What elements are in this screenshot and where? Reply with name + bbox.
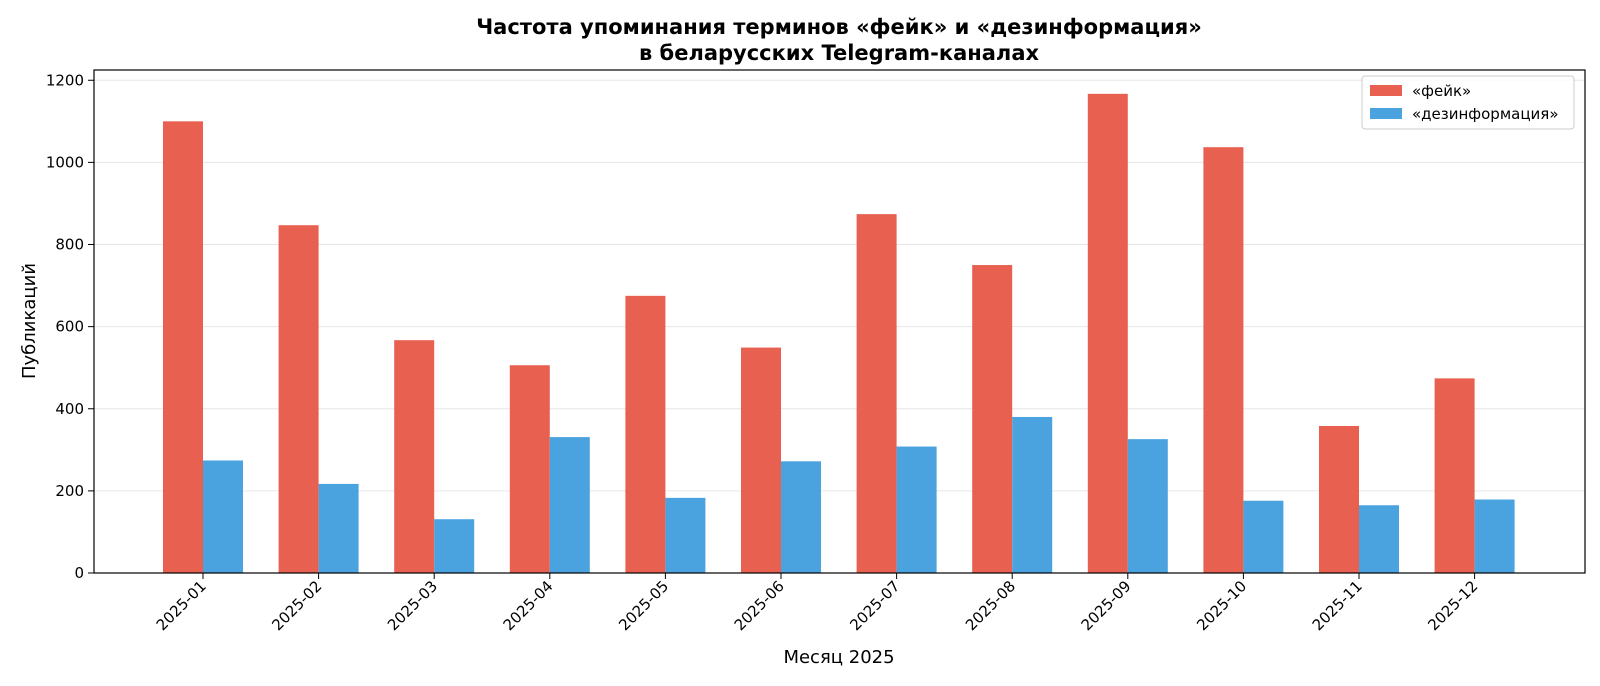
legend-swatch — [1370, 108, 1402, 119]
bar-disinformation — [1359, 505, 1399, 573]
bar-fake — [1087, 93, 1128, 573]
legend: «фейк» «дезинформация» — [1361, 75, 1575, 130]
x-tick-label: 2025-07 — [846, 577, 903, 634]
bar-disinformation — [1127, 439, 1168, 573]
bar-fake — [278, 225, 319, 573]
legend-box — [1361, 75, 1575, 130]
x-tick-label: 2025-06 — [731, 577, 788, 634]
x-tick-label: 2025-09 — [1078, 577, 1135, 634]
legend-label: «дезинформация» — [1412, 105, 1559, 123]
bar-fake — [972, 265, 1013, 573]
bar-fake — [856, 214, 897, 574]
x-tick-label: 2025-05 — [615, 577, 672, 634]
bar-fake — [625, 295, 666, 573]
plot-frame — [93, 69, 1586, 574]
bar-fake — [509, 365, 550, 573]
y-tick-label: 200 — [55, 482, 84, 500]
x-tick-label: 2025-02 — [268, 577, 325, 634]
y-tick-label: 1200 — [46, 71, 84, 89]
bar-fake — [1203, 147, 1244, 573]
chart-title: Частота упоминания терминов «фейк» и «де… — [476, 15, 1202, 39]
bar-disinformation — [549, 437, 590, 573]
bar-disinformation — [434, 519, 475, 573]
y-tick-label: 0 — [74, 564, 84, 582]
x-tick-label: 2025-01 — [153, 577, 210, 634]
bar-fake — [1319, 426, 1359, 573]
bar-disinformation — [781, 461, 821, 573]
legend-swatch — [1370, 85, 1402, 96]
x-tick-label: 2025-10 — [1193, 577, 1250, 634]
y-tick-label: 1000 — [46, 153, 84, 171]
bar-fake — [394, 340, 435, 573]
bar-fake — [163, 121, 203, 573]
y-axis: 0 200 400 600 800 1000 1200 — [46, 71, 94, 582]
bar-disinformation — [1012, 416, 1053, 573]
bar-fake — [741, 347, 781, 573]
bar-disinformation — [896, 446, 937, 573]
bar-disinformation — [1474, 499, 1515, 573]
x-tick-label: 2025-03 — [384, 577, 441, 634]
x-tick-label: 2025-04 — [500, 577, 557, 634]
chart-subtitle: в беларусских Telegram-каналах — [639, 41, 1040, 65]
y-tick-label: 600 — [55, 318, 84, 336]
x-tick-label: 2025-12 — [1424, 577, 1481, 634]
x-tick-label: 2025-11 — [1309, 577, 1366, 634]
bars — [163, 93, 1515, 574]
bar-disinformation — [318, 483, 359, 573]
x-axis-label: Месяц 2025 — [783, 647, 894, 668]
legend-label: «фейк» — [1412, 82, 1471, 100]
bar-disinformation — [665, 497, 706, 573]
x-tick-label: 2025-08 — [962, 577, 1019, 634]
bar-fake — [1434, 378, 1475, 573]
y-tick-label: 800 — [55, 236, 84, 254]
bar-disinformation — [1243, 500, 1284, 573]
x-axis: 2025-01 2025-02 2025-03 2025-04 2025-05 2025-… — [153, 573, 1481, 634]
y-axis-label: Публикаций — [19, 263, 40, 379]
y-tick-label: 400 — [55, 400, 84, 418]
bar-disinformation — [203, 460, 243, 573]
